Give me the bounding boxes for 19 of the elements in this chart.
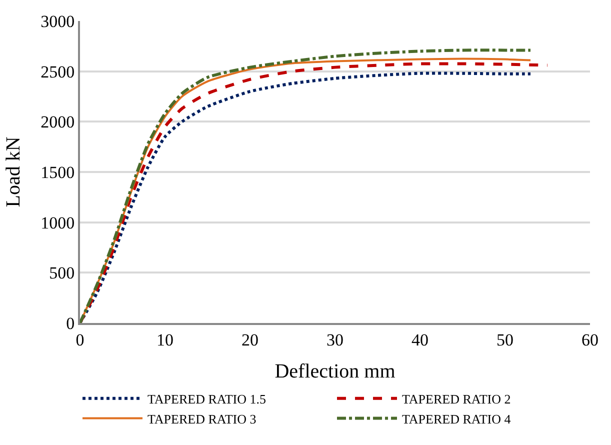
x-tick-label: 60 [582, 330, 598, 350]
y-axis-title: Load kN [2, 136, 25, 208]
y-tick-label: 1000 [40, 213, 75, 232]
y-tick-label: 2500 [40, 62, 75, 82]
x-tick-label: 20 [242, 330, 258, 350]
legend-label: TAPERED RATIO 1.5 [148, 391, 266, 406]
x-tick-label: 40 [412, 330, 428, 350]
x-axis-title: Deflection mm [274, 360, 396, 382]
y-tick-label: 1500 [40, 162, 75, 182]
x-tick-label: 30 [326, 330, 344, 350]
legend-label: TAPERED RATIO 2 [402, 391, 511, 406]
x-tick-label: 50 [496, 330, 514, 350]
y-tick-label: 0 [66, 314, 75, 333]
x-tick-label: 10 [156, 330, 174, 350]
legend-label: TAPERED RATIO 3 [148, 411, 256, 426]
y-tick-label: 2000 [40, 112, 75, 132]
y-tick-label: 500 [49, 264, 75, 283]
legend-label: TAPERED RATIO 4 [402, 411, 512, 426]
y-tick-label: 3000 [40, 12, 75, 31]
